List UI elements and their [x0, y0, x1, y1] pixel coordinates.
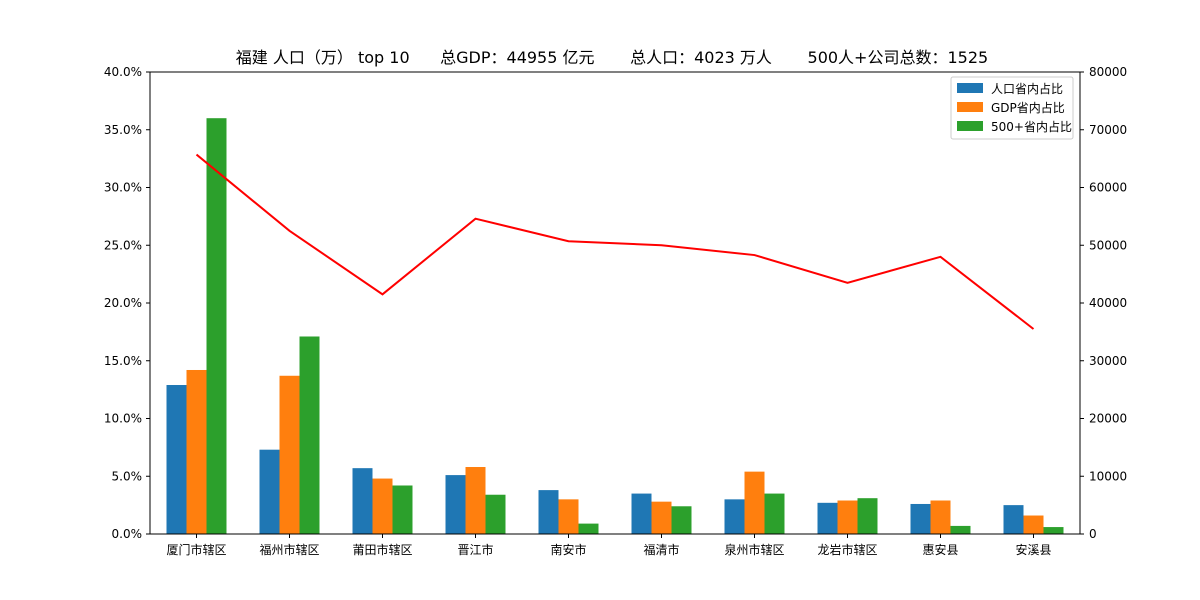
legend-label-1: 人口省内占比 [991, 81, 1063, 96]
right-y-tick-label: 0 [1089, 527, 1097, 541]
bar-1-4 [445, 475, 466, 534]
right-y-axis: 0 10000 20000 30000 40000 50000 60000 70000 8000… [1080, 65, 1127, 541]
bar-2-6 [651, 501, 672, 534]
left-y-tick-label: 20.0% [104, 296, 142, 310]
left-y-tick-label: 30.0% [104, 181, 142, 195]
x-tick-label: 厦门市辖区 [166, 542, 226, 557]
left-y-tick-label: 5.0% [112, 469, 143, 483]
bar-2-9 [930, 500, 951, 534]
left-y-tick-label: 0.0% [112, 527, 143, 541]
bar-1-7 [724, 499, 745, 534]
bar-1-6 [631, 493, 652, 534]
bar-1-2 [259, 449, 280, 534]
x-tick-label: 福州市辖区 [259, 542, 319, 557]
right-y-tick-label: 10000 [1089, 469, 1127, 483]
bar-3-1 [206, 118, 227, 534]
x-tick-label: 龙岩市辖区 [817, 542, 877, 557]
bar-2-7 [744, 471, 765, 534]
right-y-tick-label: 40000 [1089, 296, 1127, 310]
bar-1-9 [910, 503, 931, 534]
bar-2-10 [1023, 515, 1044, 534]
line-layer [195, 153, 1035, 330]
bar-1-1 [166, 385, 187, 534]
bar-2-4 [465, 467, 486, 534]
legend-label-3: 500+省内占比 [991, 119, 1072, 134]
right-y-tick-label: 70000 [1089, 123, 1127, 137]
bar-3-6 [671, 506, 692, 534]
x-tick-label: 安溪县 [1015, 542, 1051, 557]
bar-3-5 [578, 523, 599, 534]
legend-label-2: GDP省内占比 [991, 100, 1065, 115]
bar-1-3 [352, 468, 373, 534]
line-series [195, 153, 1035, 330]
bar-1-5 [538, 490, 559, 534]
left-y-tick-label: 15.0% [104, 354, 142, 368]
bar-3-7 [764, 493, 785, 534]
chart-title: 福建 人口（万） top 10 总GDP：44955 亿元 总人口：4023 万… [236, 48, 988, 67]
bar-1-8 [817, 502, 838, 534]
legend: 人口省内占比 GDP省内占比 500+省内占比 [950, 76, 1074, 140]
bar-3-3 [392, 485, 413, 534]
right-y-tick-label: 60000 [1089, 181, 1127, 195]
right-y-tick-label: 20000 [1089, 412, 1127, 426]
legend-swatch-3 [957, 121, 983, 131]
x-tick-label: 莆田市辖区 [352, 542, 412, 557]
x-tick-label: 南安市 [550, 542, 586, 557]
left-y-tick-label: 10.0% [104, 412, 142, 426]
left-y-tick-label: 25.0% [104, 238, 142, 252]
left-y-tick-label: 40.0% [104, 65, 142, 79]
right-y-tick-label: 50000 [1089, 238, 1127, 252]
bar-2-2 [279, 375, 300, 534]
bar-3-10 [1043, 527, 1064, 534]
bar-1-10 [1003, 505, 1024, 534]
x-tick-label: 福清市 [643, 542, 679, 557]
right-y-tick-label: 30000 [1089, 354, 1127, 368]
bars [166, 118, 1064, 534]
left-y-tick-label: 35.0% [104, 123, 142, 137]
bar-2-8 [837, 500, 858, 534]
x-tick-label: 泉州市辖区 [724, 542, 784, 557]
x-axis: 厦门市辖区 福州市辖区 莆田市辖区 晋江市 南安市 福清市 泉州市辖区 龙岩市辖区 惠安县 安溪县 [166, 534, 1052, 557]
right-y-tick-label: 80000 [1089, 65, 1127, 79]
legend-swatch-2 [957, 102, 983, 112]
bar-2-3 [372, 478, 393, 534]
bar-3-8 [857, 498, 878, 534]
bar-3-2 [299, 336, 320, 534]
bar-3-9 [950, 525, 971, 534]
legend-swatch-1 [957, 83, 983, 93]
bar-2-1 [186, 369, 207, 534]
bar-3-4 [485, 494, 506, 534]
bar-2-5 [558, 499, 579, 534]
x-tick-label: 惠安县 [922, 542, 958, 557]
x-tick-label: 晋江市 [457, 542, 493, 557]
left-y-axis: 0.0% 5.0% 10.0% 15.0% 20.0% 25.0% 30.0% 35.0% 40… [104, 65, 150, 541]
